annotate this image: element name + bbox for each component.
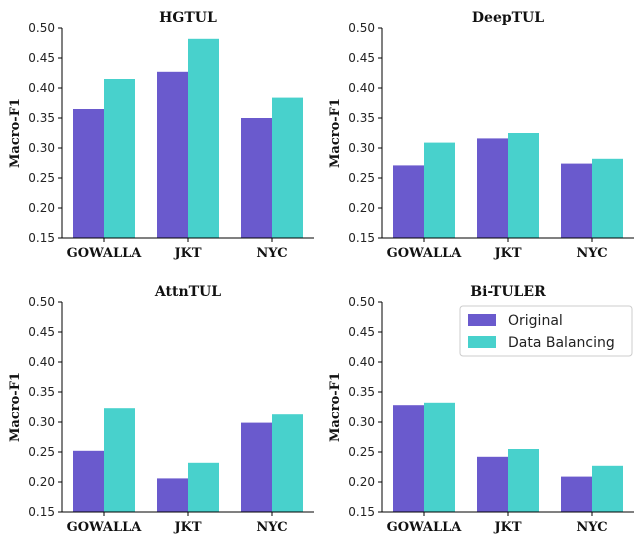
y-tick-label: 0.25 — [28, 171, 55, 185]
legend: Original Data Balancing — [459, 305, 633, 357]
bar-original-gowalla — [73, 450, 104, 512]
y-tick-label: 0.35 — [28, 385, 55, 399]
bar-data-balancing-nyc — [592, 158, 623, 238]
chart-title: HGTUL — [159, 10, 217, 26]
y-tick-label: 0.25 — [28, 445, 55, 459]
x-tick-label-nyc: NYC — [256, 246, 287, 261]
x-tick-label-jkt: JKT — [493, 520, 521, 534]
legend-label-data-balancing: Data Balancing — [508, 335, 615, 351]
y-tick-label: 0.20 — [348, 201, 375, 215]
legend-swatch-original — [468, 314, 496, 326]
legend-box — [459, 305, 633, 357]
bar-original-nyc — [241, 422, 272, 512]
y-axis-label: Macro-F1 — [328, 98, 343, 168]
bar-original-nyc — [561, 476, 592, 512]
y-tick-label: 0.45 — [28, 51, 55, 65]
y-tick-label: 0.45 — [348, 325, 375, 339]
chart-panel-hgtul: 0.15 0.20 0.25 0.30 0.35 0.40 0.45 0.50 GOWALLA J… — [8, 10, 314, 261]
y-tick-label: 0.25 — [348, 445, 375, 459]
y-tick-label: 0.15 — [348, 231, 375, 245]
bar-data-balancing-nyc — [272, 97, 303, 238]
y-tick-label: 0.20 — [348, 475, 375, 489]
bar-original-jkt — [157, 478, 188, 512]
y-tick-label: 0.15 — [348, 505, 375, 519]
bar-original-gowalla — [73, 109, 104, 238]
bar-original-jkt — [157, 71, 188, 238]
y-tick-label: 0.50 — [28, 21, 55, 35]
y-axis-label: Macro-F1 — [8, 372, 23, 442]
bar-original-gowalla — [393, 405, 424, 512]
y-tick-label: 0.40 — [348, 355, 375, 369]
chart-panel-deeptul: 0.15 0.20 0.25 0.30 0.35 0.40 0.45 0.50 GOWALLA J… — [328, 10, 634, 261]
x-tick-label-jkt: JKT — [173, 246, 201, 261]
y-tick-label: 0.30 — [28, 141, 55, 155]
x-tick-label-gowalla: GOWALLA — [387, 246, 463, 261]
chart-title: Bi-TULER — [470, 284, 546, 300]
y-tick-label: 0.45 — [348, 51, 375, 65]
legend-swatch-data-balancing — [468, 336, 496, 348]
y-tick-label: 0.25 — [348, 171, 375, 185]
bar-data-balancing-jkt — [508, 449, 539, 512]
bar-original-gowalla — [393, 165, 424, 238]
bar-original-jkt — [477, 456, 508, 512]
bar-data-balancing-gowalla — [424, 402, 455, 512]
y-tick-label: 0.15 — [28, 231, 55, 245]
y-axis-label: Macro-F1 — [8, 98, 23, 168]
bar-data-balancing-jkt — [508, 133, 539, 238]
y-tick-label: 0.15 — [28, 505, 55, 519]
y-tick-label: 0.40 — [28, 81, 55, 95]
y-tick-label: 0.40 — [348, 81, 375, 95]
x-tick-label-gowalla: GOWALLA — [387, 520, 463, 534]
bar-data-balancing-nyc — [272, 414, 303, 512]
y-tick-label: 0.20 — [28, 201, 55, 215]
bar-original-jkt — [477, 138, 508, 238]
x-tick-label-jkt: JKT — [173, 520, 201, 534]
y-tick-label: 0.30 — [348, 415, 375, 429]
y-tick-label: 0.50 — [348, 21, 375, 35]
y-axis-label: Macro-F1 — [328, 372, 343, 442]
chart-panel-attntul: 0.15 0.20 0.25 0.30 0.35 0.40 0.45 0.50 GOWALLA J… — [8, 284, 314, 535]
y-tick-label: 0.35 — [348, 111, 375, 125]
bar-data-balancing-nyc — [592, 465, 623, 512]
bar-data-balancing-jkt — [188, 462, 219, 512]
bar-data-balancing-jkt — [188, 38, 219, 238]
y-tick-label: 0.35 — [348, 385, 375, 399]
chart-title: AttnTUL — [154, 284, 221, 300]
bar-data-balancing-gowalla — [424, 142, 455, 238]
legend-label-original: Original — [508, 313, 563, 329]
bar-data-balancing-gowalla — [104, 408, 135, 512]
y-tick-label: 0.50 — [348, 295, 375, 309]
y-tick-label: 0.50 — [28, 295, 55, 309]
x-tick-label-gowalla: GOWALLA — [67, 520, 143, 534]
y-tick-label: 0.40 — [28, 355, 55, 369]
bar-data-balancing-gowalla — [104, 79, 135, 238]
x-tick-label-gowalla: GOWALLA — [67, 246, 143, 261]
bar-original-nyc — [241, 118, 272, 238]
bar-original-nyc — [561, 163, 592, 238]
y-tick-label: 0.45 — [28, 325, 55, 339]
y-tick-label: 0.35 — [28, 111, 55, 125]
chart-panel-bi-tuler: 0.15 0.20 0.25 0.30 0.35 0.40 0.45 0.50 GOWALLA J… — [328, 284, 634, 535]
x-tick-label-jkt: JKT — [493, 246, 521, 261]
y-tick-label: 0.30 — [348, 141, 375, 155]
x-tick-label-nyc: NYC — [256, 520, 287, 534]
chart-title: DeepTUL — [472, 10, 544, 26]
x-tick-label-nyc: NYC — [576, 520, 607, 534]
y-tick-label: 0.20 — [28, 475, 55, 489]
x-tick-label-nyc: NYC — [576, 246, 607, 261]
y-tick-label: 0.30 — [28, 415, 55, 429]
